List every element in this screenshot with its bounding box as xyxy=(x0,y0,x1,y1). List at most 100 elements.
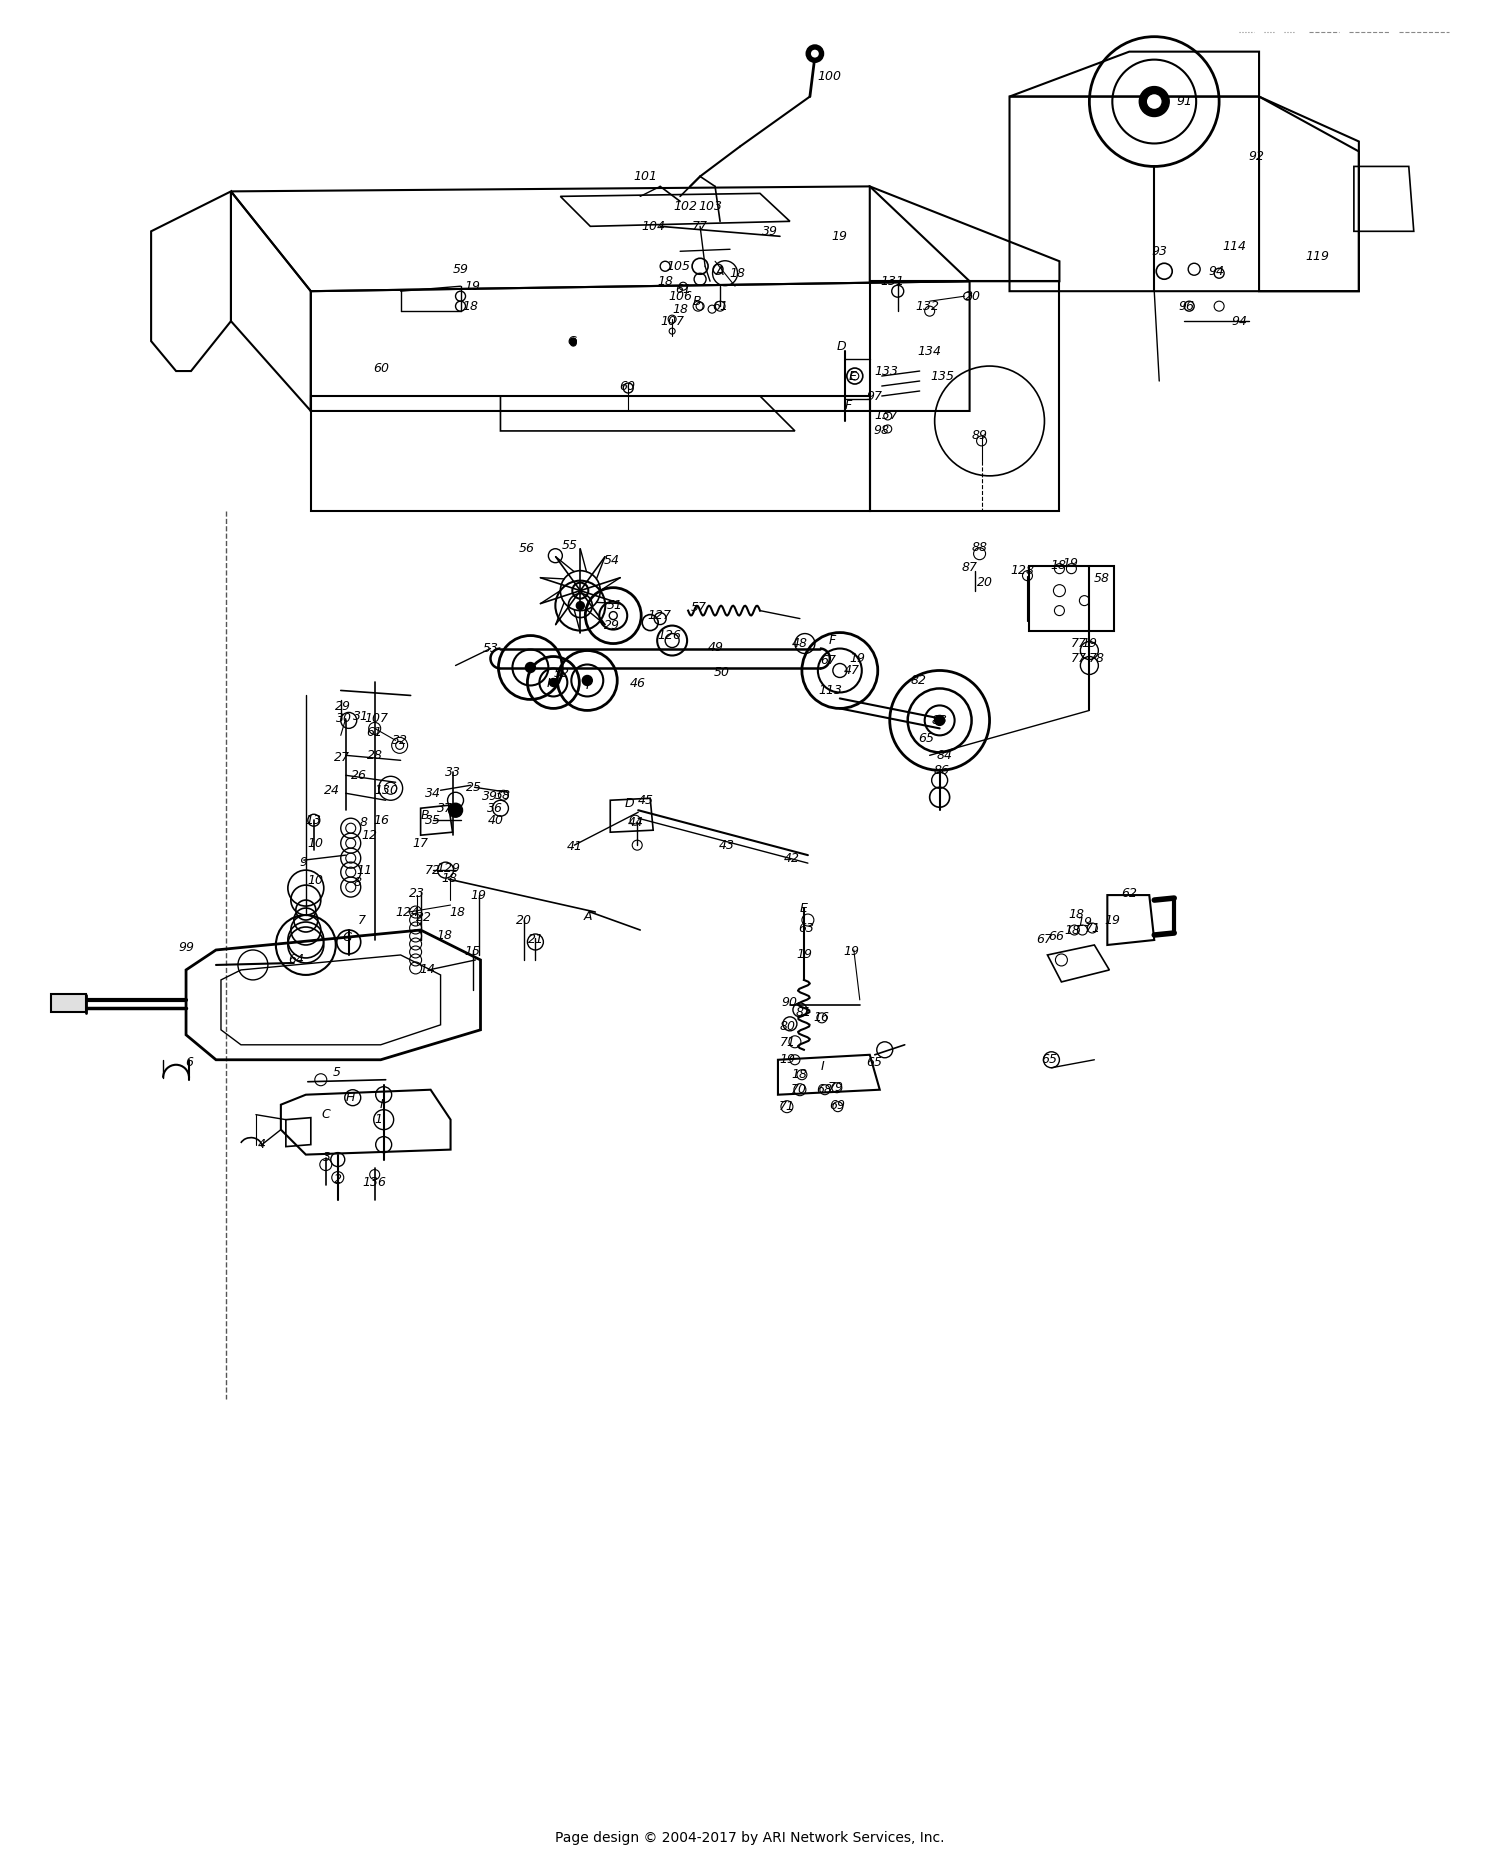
Text: 77: 77 xyxy=(1071,651,1086,665)
Text: 14: 14 xyxy=(420,964,435,977)
Circle shape xyxy=(934,715,945,724)
Text: E: E xyxy=(849,369,856,382)
Text: 71: 71 xyxy=(780,1037,796,1050)
Text: 22: 22 xyxy=(416,910,432,923)
Text: 126: 126 xyxy=(657,629,681,642)
Text: 36: 36 xyxy=(486,801,502,814)
Text: 18: 18 xyxy=(1050,560,1066,573)
Text: 124: 124 xyxy=(396,906,420,919)
Text: B: B xyxy=(693,294,702,307)
Text: 65: 65 xyxy=(1041,1054,1058,1067)
Text: 23: 23 xyxy=(408,887,424,900)
Text: 19: 19 xyxy=(1062,558,1078,571)
Circle shape xyxy=(448,803,462,818)
Text: 129: 129 xyxy=(436,861,460,874)
Text: 5: 5 xyxy=(333,1067,340,1080)
Text: 27: 27 xyxy=(334,751,350,764)
Text: 50: 50 xyxy=(714,666,730,680)
Text: 132: 132 xyxy=(915,300,939,313)
Text: 19: 19 xyxy=(1077,915,1092,929)
Text: 49: 49 xyxy=(708,640,724,653)
Text: 79: 79 xyxy=(828,1082,844,1095)
Text: 114: 114 xyxy=(1222,240,1246,253)
Text: 61: 61 xyxy=(366,726,382,739)
Text: 19: 19 xyxy=(796,949,812,962)
Text: 65: 65 xyxy=(918,732,934,745)
Text: 19: 19 xyxy=(778,1054,795,1067)
Text: I: I xyxy=(380,1099,384,1112)
Text: 93: 93 xyxy=(1150,245,1167,258)
Text: B: B xyxy=(420,809,429,822)
Text: 54: 54 xyxy=(603,554,619,567)
Text: 56: 56 xyxy=(519,543,534,556)
Text: 91: 91 xyxy=(1176,95,1192,109)
Text: 106: 106 xyxy=(668,290,692,303)
Text: 18: 18 xyxy=(450,906,465,919)
Text: 103: 103 xyxy=(698,200,721,213)
Text: 64: 64 xyxy=(288,953,304,966)
Text: 86: 86 xyxy=(933,764,950,777)
Text: Page design © 2004-2017 by ARI Network Services, Inc.: Page design © 2004-2017 by ARI Network S… xyxy=(555,1831,945,1846)
Text: 63: 63 xyxy=(798,921,814,934)
Circle shape xyxy=(570,339,576,344)
Text: 128: 128 xyxy=(1011,563,1035,577)
Text: 61: 61 xyxy=(675,283,692,296)
Text: 48: 48 xyxy=(792,636,808,650)
Text: 119: 119 xyxy=(1305,249,1329,262)
Circle shape xyxy=(549,678,558,687)
Text: 71: 71 xyxy=(778,1101,795,1114)
Text: 35: 35 xyxy=(424,814,441,827)
Text: 10: 10 xyxy=(308,837,324,850)
Text: 42: 42 xyxy=(784,852,800,865)
Text: 18: 18 xyxy=(1068,908,1084,921)
Text: 18: 18 xyxy=(657,275,674,288)
Text: G: G xyxy=(525,663,536,676)
Text: 60: 60 xyxy=(374,361,390,374)
Text: 44: 44 xyxy=(628,816,644,829)
Text: 113: 113 xyxy=(819,683,843,696)
Text: 19: 19 xyxy=(465,279,480,292)
Text: 32: 32 xyxy=(392,734,408,747)
Polygon shape xyxy=(51,994,86,1013)
Text: 18: 18 xyxy=(1065,923,1080,936)
Text: 89: 89 xyxy=(972,429,987,442)
Text: 92: 92 xyxy=(1248,150,1264,163)
Text: 18: 18 xyxy=(462,300,478,313)
Text: 8: 8 xyxy=(360,816,368,829)
Text: 55: 55 xyxy=(561,539,578,552)
Text: 133: 133 xyxy=(874,365,898,378)
Text: 12: 12 xyxy=(362,829,378,842)
Text: 18: 18 xyxy=(436,929,453,942)
Text: 131: 131 xyxy=(880,275,904,288)
Text: 39: 39 xyxy=(482,790,498,803)
Circle shape xyxy=(570,341,576,346)
Text: 16: 16 xyxy=(374,814,390,827)
Text: 137: 137 xyxy=(874,410,898,423)
Text: 134: 134 xyxy=(918,344,942,358)
Text: 31: 31 xyxy=(352,709,369,723)
Circle shape xyxy=(576,601,585,610)
Text: I: I xyxy=(821,1060,825,1073)
Text: 19: 19 xyxy=(471,889,486,902)
Text: 19: 19 xyxy=(844,945,859,958)
Text: 84: 84 xyxy=(936,749,952,762)
Text: 19: 19 xyxy=(833,230,848,243)
Text: 34: 34 xyxy=(424,786,441,799)
Text: 18: 18 xyxy=(672,303,688,316)
Text: 100: 100 xyxy=(818,69,842,82)
Text: 57: 57 xyxy=(692,601,706,614)
Text: F: F xyxy=(828,635,836,648)
Text: 47: 47 xyxy=(844,665,859,678)
Text: 68: 68 xyxy=(816,1084,833,1097)
Circle shape xyxy=(570,339,576,344)
Text: 30: 30 xyxy=(336,711,352,724)
Text: 78: 78 xyxy=(1089,651,1104,665)
Circle shape xyxy=(1146,94,1162,110)
Text: 26: 26 xyxy=(351,769,366,782)
Text: 43: 43 xyxy=(718,839,735,852)
Text: 16: 16 xyxy=(815,1011,830,1024)
Text: 18: 18 xyxy=(790,1069,807,1082)
Text: 28: 28 xyxy=(366,749,382,762)
Text: 77: 77 xyxy=(692,219,708,232)
Text: 60: 60 xyxy=(620,380,634,393)
